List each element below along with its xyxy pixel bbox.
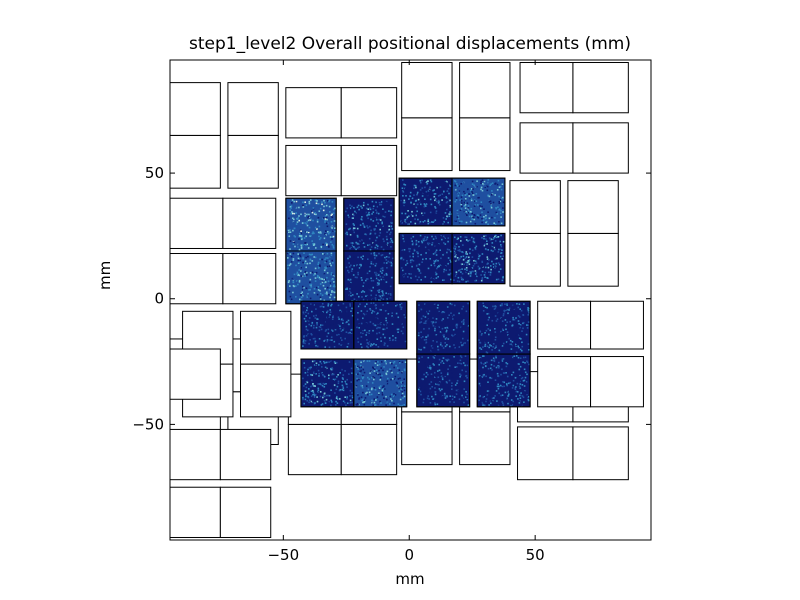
x-axis-label: mm — [395, 570, 425, 588]
empty-cell — [227, 82, 279, 136]
x-tick-label: 50 — [526, 546, 545, 564]
heatmap-speckle — [453, 234, 505, 283]
empty-cell — [170, 486, 221, 538]
empty-cell — [537, 300, 592, 350]
heatmap-cell-outline — [285, 197, 337, 252]
empty-cell — [340, 423, 398, 476]
empty-cell — [287, 423, 342, 476]
heatmap-cell — [285, 197, 337, 252]
empty-cell — [240, 310, 292, 365]
heatmap-speckle — [478, 355, 530, 407]
axes-frame — [169, 59, 652, 541]
chart-title: step1_level2 Overall positional displace… — [189, 34, 631, 54]
empty-cell — [567, 180, 619, 234]
empty-cell — [537, 356, 592, 408]
heatmap-speckle — [287, 199, 336, 251]
empty-cell — [222, 197, 277, 249]
empty-cell — [340, 144, 398, 197]
empty-cell — [285, 144, 342, 197]
empty-cell — [170, 428, 221, 481]
empty-cell — [285, 87, 342, 139]
empty-cell — [509, 180, 561, 234]
empty-cell — [401, 62, 453, 119]
heatmap-speckle — [344, 252, 394, 303]
heatmap-speckle — [400, 179, 452, 226]
cells-group — [170, 62, 644, 538]
heatmap-speckle — [302, 360, 354, 407]
empty-cell — [567, 232, 619, 287]
empty-cell — [517, 426, 574, 481]
heatmap-cell-outline — [353, 300, 408, 350]
heatmap-speckle — [453, 179, 505, 225]
heatmap-cell-outline — [353, 358, 408, 408]
x-tick-label: 0 — [404, 546, 414, 564]
empty-cell — [459, 62, 511, 119]
empty-cell — [572, 426, 629, 481]
heatmap-speckle — [354, 302, 407, 349]
empty-cell — [170, 134, 221, 189]
y-tick-label: 0 — [154, 290, 164, 308]
empty-cell — [227, 134, 279, 189]
empty-cell — [219, 486, 272, 538]
empty-cell — [590, 300, 644, 350]
heatmap-speckle — [286, 252, 336, 304]
heatmap-cell-outline — [416, 300, 471, 355]
empty-cell — [572, 62, 629, 114]
empty-cell — [170, 253, 224, 305]
heatmap-speckle — [344, 199, 394, 251]
heatmap-cell-outline — [343, 197, 395, 252]
y-tick-label: 50 — [145, 164, 164, 182]
empty-cell — [340, 87, 398, 139]
empty-cell — [170, 348, 221, 400]
empty-cell — [459, 411, 511, 466]
heatmap-cell-outline — [451, 232, 506, 285]
heatmap-cell-outline — [476, 300, 531, 355]
empty-cell — [240, 363, 292, 418]
y-tick-label: −50 — [132, 415, 164, 433]
empty-cell — [519, 122, 574, 174]
empty-cell — [590, 356, 644, 408]
heatmap-cell-outline — [451, 177, 506, 227]
empty-cell — [401, 411, 453, 466]
heatmap-speckle — [302, 302, 354, 349]
empty-cell — [572, 122, 629, 174]
heatmap-speckle — [478, 302, 530, 354]
heatmap-speckle — [400, 234, 452, 284]
empty-cell — [509, 232, 561, 287]
empty-cell — [170, 197, 224, 249]
heatmap-speckle — [354, 360, 407, 407]
x-tick-label: −50 — [267, 546, 299, 564]
empty-cell — [401, 117, 453, 172]
empty-cell — [219, 428, 272, 481]
heatmap-speckle — [417, 302, 469, 354]
heatmap-speckle — [417, 355, 470, 407]
empty-cell — [222, 253, 277, 305]
empty-cell — [170, 82, 221, 136]
empty-cell — [459, 117, 511, 172]
empty-cell — [519, 62, 574, 114]
y-axis-label: mm — [96, 260, 114, 290]
